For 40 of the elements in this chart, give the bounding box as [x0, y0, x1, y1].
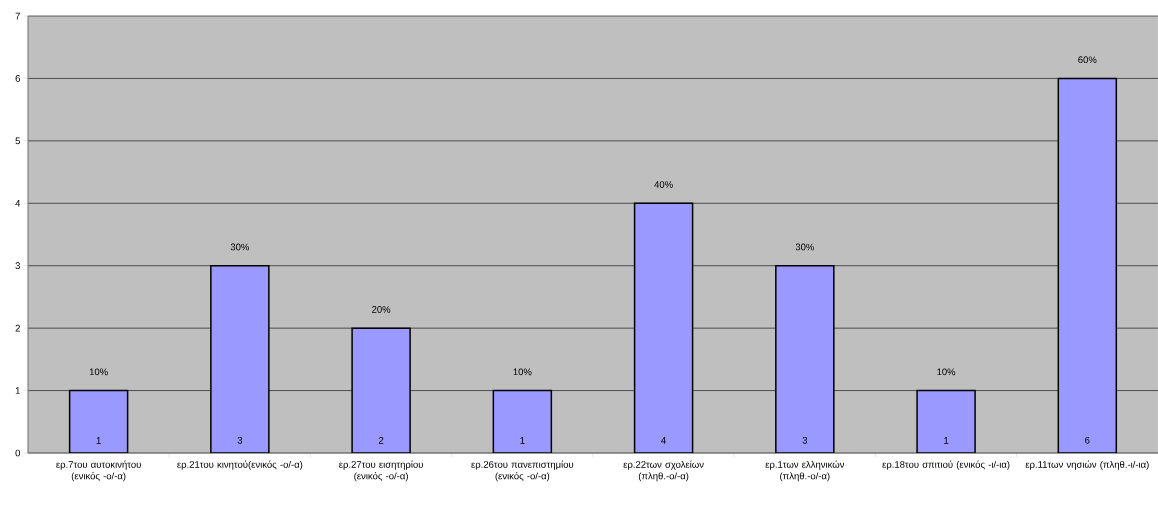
annotation: 60%	[1078, 56, 1097, 64]
y-tick-label: 6	[15, 75, 20, 82]
annotation: 30%	[230, 243, 250, 251]
x-tick-label: ερ.27του εισητηρίου (ενικός -ο/-α)	[339, 460, 423, 482]
annotation: 40%	[654, 181, 673, 188]
annotation: 10%	[513, 368, 532, 376]
x-tick-label: ερ.1των ελληνικών (πληθ.-ο/-α)	[765, 460, 845, 482]
x-tick-label: ερ.11των νησιών (πληθ.-ι/-ια)	[1025, 460, 1149, 470]
y-tick-label: 1	[15, 387, 20, 394]
y-tick-label: 2	[15, 324, 20, 332]
bar	[351, 327, 411, 453]
data-label: 2	[378, 436, 384, 444]
annotation: 20%	[372, 306, 391, 313]
annotation: 30%	[795, 243, 814, 251]
data-label: 6	[1085, 436, 1090, 444]
data-label: 1	[944, 437, 949, 444]
x-tick-label: ερ.22των σχολείων (πληθ.-ο/-α)	[623, 460, 704, 482]
annotation: 10%	[89, 368, 108, 376]
data-label: 4	[661, 437, 666, 444]
y-tick-label: 4	[15, 200, 21, 207]
annotation: 10%	[937, 368, 956, 376]
bar	[916, 389, 976, 453]
x-tick-label: ερ.26του πανεπιστημίου (ενικός -ο/-α)	[471, 460, 574, 482]
bar	[1057, 77, 1118, 453]
bar	[210, 264, 270, 453]
y-tick-label: 0	[15, 449, 21, 457]
bar	[68, 389, 129, 453]
y-tick-label: 3	[15, 262, 20, 270]
bar	[775, 264, 835, 453]
bar	[633, 202, 694, 453]
data-label: 1	[520, 437, 525, 444]
data-label: 3	[802, 436, 808, 444]
x-tick-label: ερ.21του κινητού(ενικός -ο/-α)	[177, 460, 303, 470]
data-label: 1	[96, 437, 101, 444]
bar	[492, 389, 553, 453]
data-label: 3	[237, 436, 243, 444]
y-tick-label: 5	[15, 137, 20, 145]
y-tick-label: 7	[15, 12, 20, 20]
x-tick-label: ερ.18του σπιτιού (ενικός -ι/-ια)	[882, 460, 1010, 470]
x-tick-label: ερ.7του αυτοκινήτου (ενικός -ο/-α)	[56, 460, 141, 482]
